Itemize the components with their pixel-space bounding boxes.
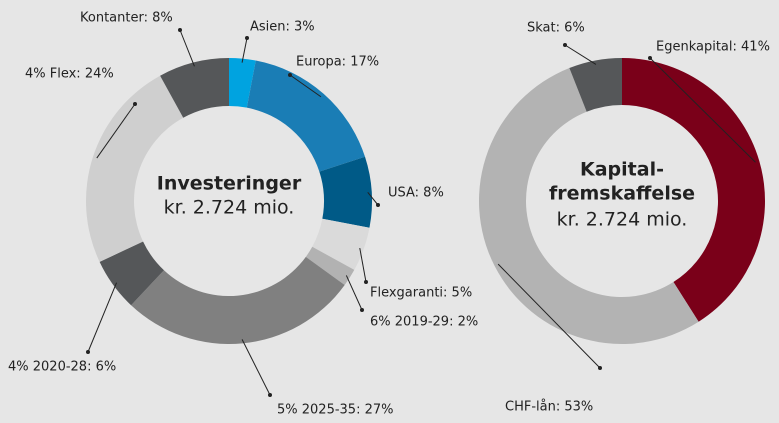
donut-slice [622,58,765,322]
leader-line [649,57,756,163]
donut-slice [319,156,372,228]
leader-dot [288,73,292,77]
donut-slice [569,58,622,112]
donut-slice [99,241,164,306]
slice-label: 6% 2019-29: 2% [370,315,478,330]
leader-dot [648,56,652,60]
donut-slice [312,218,370,270]
leader-line [87,282,118,353]
slice-label: CHF-lån: 53% [505,400,593,415]
slice-label: Europa: 17% [296,55,379,70]
slice-label: Skat: 6% [527,21,585,36]
donut-slice [229,58,256,108]
slice-label: 5% 2025-35: 27% [277,403,393,418]
leader-dot [563,43,567,47]
leader-dot [598,366,602,370]
donut-slice [246,60,366,172]
leader-line [359,247,367,283]
leader-line [241,339,271,396]
center-label: Kapital- [580,159,664,181]
leader-line [96,103,136,159]
center-label: fremskaffelse [549,183,695,205]
donut-slice [478,68,699,345]
center-label: kr. 2.724 mio. [164,197,295,219]
donut-slice [160,58,229,118]
slice-label: Kontanter: 8% [80,11,173,26]
slice-label: 4% Flex: 24% [25,67,114,82]
leader-line [345,275,363,311]
leader-dot [133,102,137,106]
leader-line [241,37,248,63]
leader-dot [360,308,364,312]
leader-dot [245,36,249,40]
leader-dot [86,350,90,354]
leader-dot [364,280,368,284]
slice-label: Egenkapital: 41% [656,40,770,55]
center-label: Investeringer [157,173,302,195]
donut-slice [305,246,355,286]
leader-line [289,74,322,98]
slice-label: Asien: 3% [250,20,315,35]
leader-line [497,263,601,369]
leader-dot [268,393,272,397]
leader-line [367,191,379,206]
slice-label: USA: 8% [388,186,444,201]
slice-label: Flexgaranti: 5% [370,286,472,301]
center-label: kr. 2.724 mio. [557,209,688,231]
leader-line [179,29,195,67]
donut-slice [86,75,184,262]
leader-line [564,44,597,65]
donut-slice [131,256,345,344]
slice-label: 4% 2020-28: 6% [8,360,116,375]
leader-dot [178,28,182,32]
leader-dot [376,203,380,207]
